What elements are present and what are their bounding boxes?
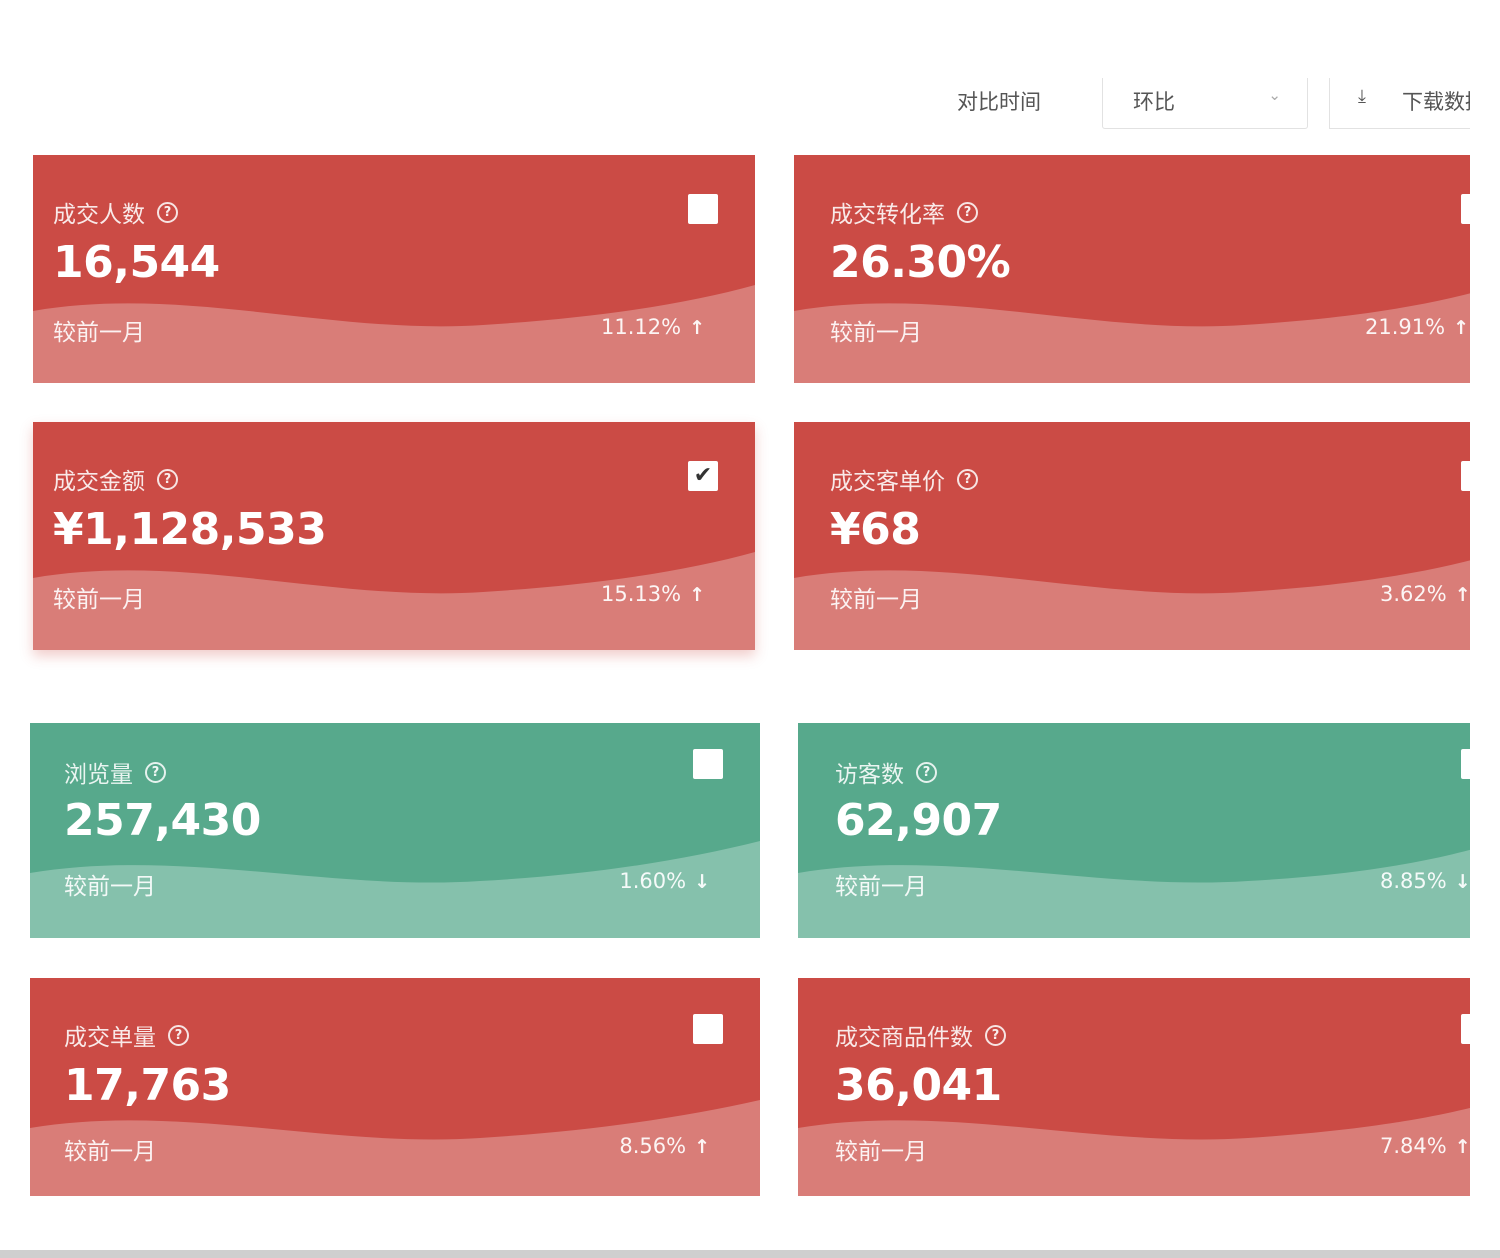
metric-checkbox-checked[interactable]: ✔ bbox=[688, 461, 718, 491]
metric-value: 257,430 bbox=[64, 795, 261, 846]
arrow-up-icon: ↑ bbox=[1453, 317, 1469, 339]
wave-decoration bbox=[30, 1100, 760, 1196]
arrow-up-icon: ↑ bbox=[689, 317, 705, 339]
metric-change: 8.56% ↑ bbox=[619, 1134, 710, 1158]
compare-mode-select[interactable]: 环比 ⌄ bbox=[1102, 78, 1308, 129]
metric-value: 62,907 bbox=[835, 795, 1002, 846]
metric-period: 较前一月 bbox=[53, 320, 145, 346]
metric-card-conversion-rate[interactable]: 成交转化率? 26.30% 较前一月 21.91% ↑ bbox=[794, 155, 1500, 383]
metric-card-items-sold[interactable]: 成交商品件数? 36,041 较前一月 7.84% ↑ bbox=[798, 978, 1500, 1196]
arrow-up-icon: ↑ bbox=[1454, 1136, 1471, 1158]
wave-decoration bbox=[33, 552, 755, 650]
metric-change: 3.62% ↑ bbox=[1380, 582, 1471, 606]
wave-decoration bbox=[33, 285, 755, 383]
metric-checkbox[interactable] bbox=[693, 749, 723, 779]
help-icon[interactable]: ? bbox=[957, 201, 978, 223]
metric-period: 较前一月 bbox=[830, 320, 922, 346]
metric-value: 26.30% bbox=[830, 237, 1011, 288]
metric-title: 成交单量? bbox=[64, 1018, 189, 1052]
metric-card-page-views[interactable]: 浏览量? 257,430 较前一月 1.60% ↓ bbox=[30, 723, 760, 938]
metric-change: 7.84% ↑ bbox=[1380, 1134, 1471, 1158]
metric-change: 21.91% ↑ bbox=[1365, 315, 1469, 339]
metric-change: 8.85% ↓ bbox=[1380, 869, 1471, 893]
arrow-down-icon: ↓ bbox=[1454, 871, 1471, 893]
help-icon[interactable]: ? bbox=[157, 468, 178, 490]
metric-title: 成交金额? bbox=[53, 462, 178, 496]
compare-mode-value: 环比 bbox=[1133, 90, 1175, 114]
metric-value: 36,041 bbox=[835, 1060, 1002, 1111]
wave-decoration bbox=[798, 841, 1500, 938]
metric-checkbox[interactable] bbox=[693, 1014, 723, 1044]
arrow-up-icon: ↑ bbox=[689, 584, 705, 606]
metric-period: 较前一月 bbox=[830, 587, 922, 613]
metric-value: 16,544 bbox=[53, 237, 220, 288]
arrow-up-icon: ↑ bbox=[694, 1136, 710, 1158]
metric-title: 浏览量? bbox=[64, 755, 166, 789]
metric-value: ¥68 bbox=[830, 504, 921, 555]
toolbar: 对比时间 环比 ⌄ ⤓ 下载数据 bbox=[0, 78, 1500, 133]
metric-change: 11.12% ↑ bbox=[601, 315, 705, 339]
metric-value: 17,763 bbox=[64, 1060, 231, 1111]
help-icon[interactable]: ? bbox=[985, 1024, 1006, 1046]
wave-decoration bbox=[794, 285, 1500, 383]
metric-period: 较前一月 bbox=[835, 1139, 927, 1165]
metric-card-sales-amount[interactable]: 成交金额? ¥1,128,533 较前一月 15.13% ↑ ✔ bbox=[33, 422, 755, 650]
download-icon: ⤓ bbox=[1358, 86, 1366, 107]
metric-period: 较前一月 bbox=[64, 874, 156, 900]
metric-change: 1.60% ↓ bbox=[619, 869, 710, 893]
help-icon[interactable]: ? bbox=[145, 761, 166, 783]
arrow-up-icon: ↑ bbox=[1454, 584, 1471, 606]
help-icon[interactable]: ? bbox=[157, 201, 178, 223]
arrow-down-icon: ↓ bbox=[694, 871, 710, 893]
viewport-edge bbox=[1470, 0, 1500, 1250]
metric-checkbox[interactable] bbox=[688, 194, 718, 224]
metric-card-buyers[interactable]: 成交人数? 16,544 较前一月 11.12% ↑ bbox=[33, 155, 755, 383]
metric-title: 成交人数? bbox=[53, 195, 178, 229]
bottom-divider bbox=[0, 1250, 1500, 1258]
metric-title: 成交客单价? bbox=[830, 462, 978, 496]
metric-period: 较前一月 bbox=[835, 874, 927, 900]
metric-card-avg-order-value[interactable]: 成交客单价? ¥68 较前一月 3.62% ↑ bbox=[794, 422, 1500, 650]
wave-decoration bbox=[794, 552, 1500, 650]
metric-value: ¥1,128,533 bbox=[53, 504, 327, 555]
help-icon[interactable]: ? bbox=[957, 468, 978, 490]
chevron-down-icon: ⌄ bbox=[1268, 86, 1281, 104]
metric-period: 较前一月 bbox=[53, 587, 145, 613]
metric-card-order-count[interactable]: 成交单量? 17,763 较前一月 8.56% ↑ bbox=[30, 978, 760, 1196]
wave-decoration bbox=[798, 1100, 1500, 1196]
metric-title: 成交商品件数? bbox=[835, 1018, 1006, 1052]
metric-change: 15.13% ↑ bbox=[601, 582, 705, 606]
wave-decoration bbox=[30, 841, 760, 938]
compare-time-label: 对比时间 bbox=[957, 90, 1041, 114]
metric-title: 成交转化率? bbox=[830, 195, 978, 229]
help-icon[interactable]: ? bbox=[916, 761, 937, 783]
metric-title: 访客数? bbox=[835, 755, 937, 789]
metric-card-visitors[interactable]: 访客数? 62,907 较前一月 8.85% ↓ bbox=[798, 723, 1500, 938]
metric-period: 较前一月 bbox=[64, 1139, 156, 1165]
help-icon[interactable]: ? bbox=[168, 1024, 189, 1046]
